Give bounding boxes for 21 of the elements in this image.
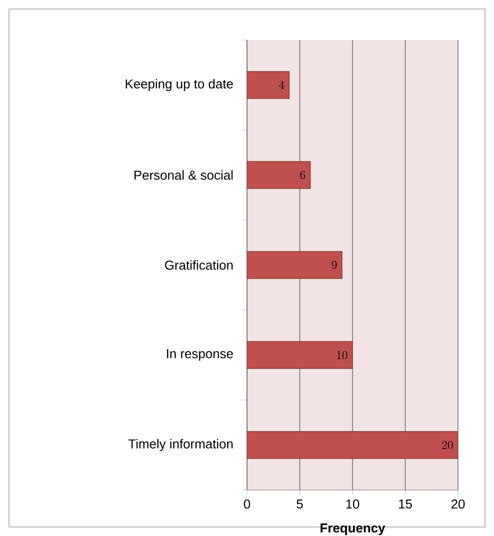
y-tick-label: Personal & social [134,170,233,180]
y-tick-label: Keeping up to date [126,78,233,92]
x-tick-label: 20 [451,500,465,509]
bar [247,251,342,279]
x-tick-label: 0 [244,500,250,509]
data-label: 20 [442,440,453,450]
y-tick-label: Timely information [128,438,233,452]
data-label: 9 [332,260,337,270]
data-label: 10 [337,350,348,360]
bar [247,341,353,369]
x-tick-label: 15 [399,500,412,509]
bar [247,161,311,189]
x-axis-title: Frequency [320,524,386,536]
bar [247,71,290,99]
bar [247,431,458,459]
data-label: 6 [300,170,306,180]
x-tick-label: 5 [296,500,303,509]
y-tick-label: In response [167,349,233,361]
y-tick-label: Gratification [165,260,233,270]
x-tick-label: 10 [346,500,360,509]
data-label: 4 [278,80,284,89]
